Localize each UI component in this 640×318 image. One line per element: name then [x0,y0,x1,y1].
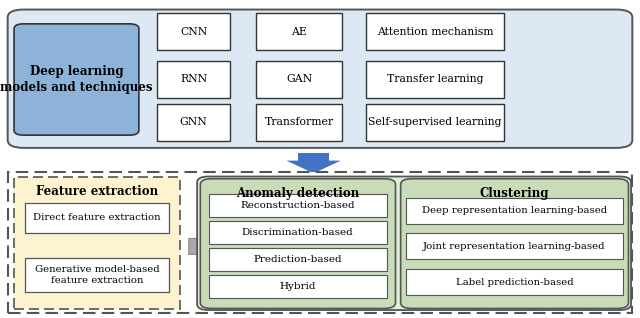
Text: Anomaly detection: Anomaly detection [236,187,360,200]
FancyBboxPatch shape [256,13,342,50]
Text: Deep representation learning-based: Deep representation learning-based [422,206,607,215]
FancyBboxPatch shape [8,10,632,148]
FancyBboxPatch shape [25,203,169,233]
FancyBboxPatch shape [157,13,230,50]
Text: AE: AE [291,27,307,37]
Text: Direct feature extraction: Direct feature extraction [33,213,161,222]
FancyBboxPatch shape [406,269,623,295]
FancyBboxPatch shape [209,248,387,271]
Polygon shape [287,161,340,173]
Text: GNN: GNN [180,117,207,127]
Text: Deep learning
models and techniques: Deep learning models and techniques [0,66,153,93]
FancyBboxPatch shape [157,61,230,98]
FancyBboxPatch shape [197,176,631,310]
Text: Reconstruction-based: Reconstruction-based [240,201,355,210]
Text: Label prediction-based: Label prediction-based [456,278,573,287]
Bar [14,177,180,309]
Text: Prediction-based: Prediction-based [253,255,342,264]
Text: CNN: CNN [180,27,207,37]
FancyBboxPatch shape [209,221,387,244]
FancyBboxPatch shape [200,179,396,308]
Bar [8,172,632,313]
FancyBboxPatch shape [256,61,342,98]
FancyBboxPatch shape [14,24,139,135]
FancyBboxPatch shape [157,104,230,141]
FancyBboxPatch shape [366,13,504,50]
FancyBboxPatch shape [406,198,623,224]
Text: Hybrid: Hybrid [279,282,316,291]
FancyBboxPatch shape [366,104,504,141]
Text: Generative model-based
feature extraction: Generative model-based feature extractio… [35,265,159,285]
Text: Transformer: Transformer [264,117,334,127]
Polygon shape [189,229,230,264]
Text: GAN: GAN [286,74,312,84]
FancyBboxPatch shape [209,194,387,217]
FancyBboxPatch shape [209,275,387,298]
FancyBboxPatch shape [406,233,623,259]
FancyBboxPatch shape [366,61,504,98]
FancyBboxPatch shape [256,104,342,141]
Text: RNN: RNN [180,74,207,84]
FancyBboxPatch shape [25,258,169,292]
Text: Feature extraction: Feature extraction [36,185,158,198]
Bar [298,153,329,161]
Text: Joint representation learning-based: Joint representation learning-based [423,242,606,251]
Text: Attention mechanism: Attention mechanism [376,27,493,37]
FancyBboxPatch shape [401,179,628,308]
Text: Discrimination-based: Discrimination-based [242,228,353,237]
Text: Clustering: Clustering [480,187,549,200]
Text: Self-supervised learning: Self-supervised learning [368,117,502,127]
Text: Transfer learning: Transfer learning [387,74,483,84]
